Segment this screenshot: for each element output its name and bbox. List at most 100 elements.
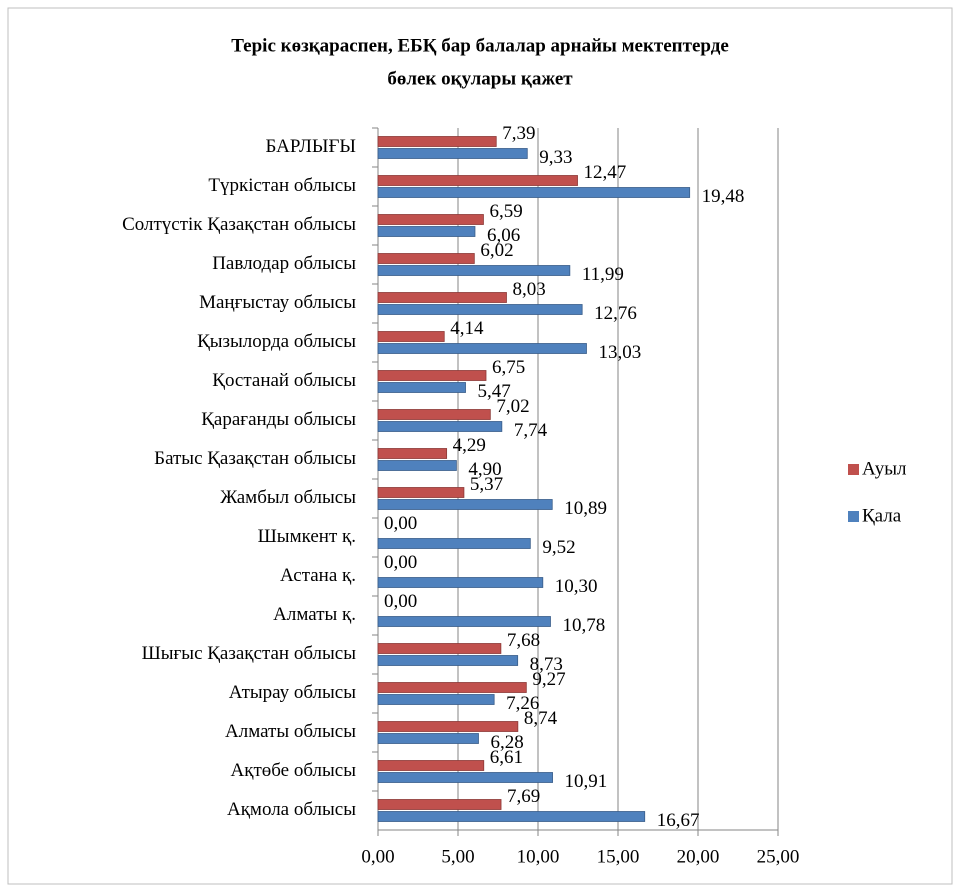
- bar: [377, 382, 466, 393]
- y-tick-label: Шығыс Қазақстан облысы: [142, 643, 357, 664]
- bar: [377, 460, 457, 471]
- bar: [377, 187, 691, 198]
- bar: [377, 421, 503, 432]
- data-label: 6,75: [492, 357, 525, 378]
- x-tick-label: 20,00: [677, 846, 720, 867]
- y-tick-label: Ақмола облысы: [227, 799, 356, 820]
- data-label: 7,74: [514, 420, 548, 441]
- bar: [377, 733, 479, 744]
- legend-swatch: [848, 511, 859, 522]
- bar: [377, 655, 519, 666]
- bar: [377, 214, 484, 225]
- data-label: 12,47: [584, 162, 627, 183]
- data-label: 8,73: [530, 654, 563, 675]
- y-tick-label: Ақтөбе облысы: [231, 760, 357, 781]
- data-label: 10,30: [555, 576, 598, 597]
- bar: [377, 343, 587, 354]
- data-label: 13,03: [598, 342, 641, 363]
- x-tick-label: 5,00: [441, 846, 474, 867]
- bar: [377, 694, 495, 705]
- data-label: 10,89: [564, 498, 607, 519]
- y-tick-label: Түркістан облысы: [208, 175, 356, 196]
- bar: [377, 487, 465, 498]
- bar: [377, 577, 544, 588]
- data-label: 6,59: [489, 201, 522, 222]
- bar: [377, 175, 578, 186]
- bar: [377, 265, 571, 276]
- data-label: 5,37: [470, 474, 503, 495]
- y-tick-label: Алматы облысы: [225, 721, 356, 742]
- data-label: 10,78: [562, 615, 605, 636]
- legend-label: Ауыл: [862, 458, 907, 479]
- bar: [377, 721, 519, 732]
- legend-swatch: [848, 464, 859, 475]
- data-label: 7,26: [506, 693, 539, 714]
- bar: [377, 799, 502, 810]
- data-label: 0,00: [384, 591, 417, 612]
- data-label: 11,99: [582, 264, 624, 285]
- bar: [377, 772, 553, 783]
- y-tick-label: Батыс Қазақстан облысы: [154, 448, 356, 469]
- y-tick-label: Павлодар облысы: [212, 253, 356, 274]
- bar: [377, 331, 445, 342]
- legend-label: Қала: [862, 505, 902, 526]
- y-tick-label: Атырау облысы: [229, 682, 356, 703]
- x-tick-label: 0,00: [361, 846, 394, 867]
- data-label: 6,61: [490, 747, 523, 768]
- x-tick-label: 10,00: [517, 846, 560, 867]
- data-label: 9,52: [542, 537, 575, 558]
- data-label: 7,69: [507, 786, 540, 807]
- data-label: 4,90: [468, 459, 501, 480]
- y-tick-label: Маңғыстау облысы: [199, 292, 356, 313]
- y-tick-label: Қостанай облысы: [212, 370, 356, 391]
- chart-title: бөлек оқулары қажет: [387, 68, 573, 89]
- bar: [377, 226, 476, 237]
- data-label: 7,68: [507, 630, 540, 651]
- y-tick-label: Жамбыл облысы: [220, 487, 356, 508]
- bar: [377, 760, 485, 771]
- bar: [377, 370, 487, 381]
- data-label: 0,00: [384, 513, 417, 534]
- data-label: 16,67: [657, 810, 700, 831]
- bar: [377, 304, 583, 315]
- bar: [377, 811, 646, 822]
- x-tick-label: 25,00: [757, 846, 800, 867]
- data-label: 12,76: [594, 303, 637, 324]
- y-tick-label: Қызылорда облысы: [197, 331, 356, 352]
- data-label: 19,48: [702, 186, 745, 207]
- data-label: 6,06: [487, 225, 520, 246]
- x-tick-label: 15,00: [597, 846, 640, 867]
- bar: [377, 499, 553, 510]
- bar: [377, 448, 448, 459]
- data-label: 4,14: [450, 318, 484, 339]
- y-tick-label: Шымкент қ.: [258, 526, 356, 547]
- data-label: 6,28: [490, 732, 523, 753]
- y-tick-label: Солтүстік Қазақстан облысы: [122, 214, 356, 235]
- data-label: 4,29: [453, 435, 486, 456]
- y-tick-label: БАРЛЫҒЫ: [265, 136, 356, 157]
- data-label: 0,00: [384, 552, 417, 573]
- bar: [377, 292, 507, 303]
- y-tick-label: Қарағанды облысы: [201, 409, 356, 430]
- bar: [377, 616, 551, 627]
- data-label: 7,39: [502, 123, 535, 144]
- bar: [377, 538, 531, 549]
- bar: [377, 643, 502, 654]
- bar: [377, 409, 491, 420]
- bar: [377, 136, 497, 147]
- data-label: 6,02: [480, 240, 513, 261]
- data-label: 5,47: [478, 381, 511, 402]
- data-label: 8,74: [524, 708, 558, 729]
- bar: [377, 682, 527, 693]
- data-label: 7,02: [496, 396, 529, 417]
- y-tick-label: Алматы қ.: [273, 604, 356, 625]
- bar: [377, 253, 475, 264]
- data-label: 9,33: [539, 147, 572, 168]
- data-label: 9,27: [532, 669, 565, 690]
- data-label: 10,91: [565, 771, 608, 792]
- y-tick-label: Астана қ.: [280, 565, 356, 586]
- bar: [377, 148, 528, 159]
- chart-title: Теріс көзқараспен, ЕБҚ бар балалар арнай…: [231, 35, 729, 56]
